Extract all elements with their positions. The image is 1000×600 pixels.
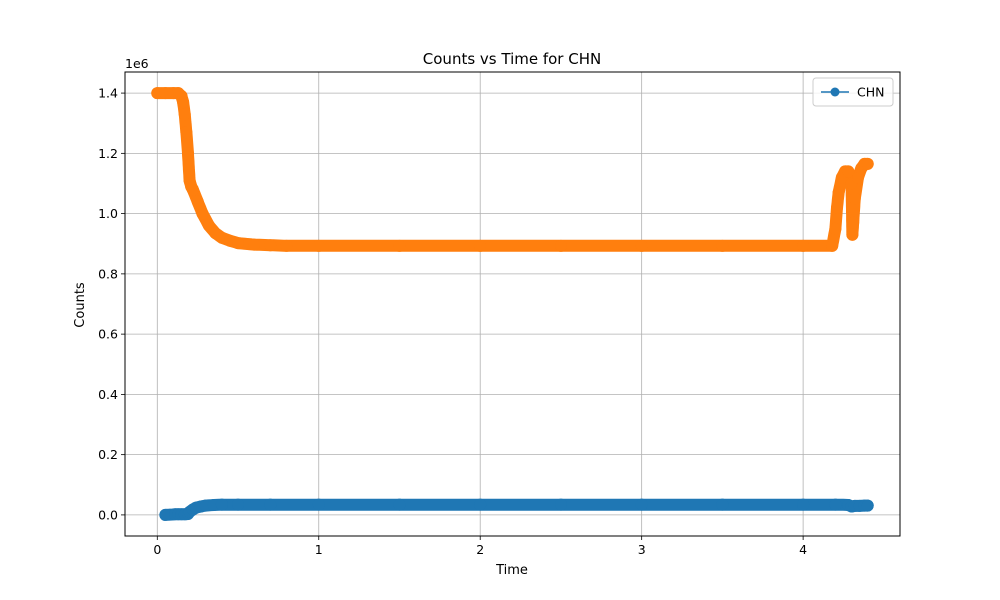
- data-point: [554, 239, 567, 252]
- data-point: [635, 239, 648, 252]
- y-tick-label: 1.4: [98, 86, 118, 101]
- data-point: [232, 498, 245, 511]
- data-point: [248, 238, 261, 251]
- data-point: [215, 498, 228, 511]
- x-axis-label: Time: [495, 563, 528, 578]
- data-point: [847, 216, 860, 229]
- y-tick-label: 1.0: [98, 206, 118, 221]
- data-point: [393, 498, 406, 511]
- y-axis-label: Counts: [73, 282, 88, 328]
- y-tick-label: 0.4: [98, 387, 118, 402]
- x-tick-label: 1: [315, 542, 323, 557]
- x-tick-label: 4: [799, 542, 807, 557]
- data-point: [264, 498, 277, 511]
- data-point: [829, 498, 842, 511]
- data-point: [232, 237, 245, 250]
- x-tick-label: 3: [638, 542, 646, 557]
- x-axis: 0 1 2 3 4: [153, 536, 807, 557]
- plot-frame: [124, 71, 901, 537]
- y-offset-label: 1e6: [125, 56, 149, 71]
- data-point: [159, 508, 172, 521]
- series-marker-band: [151, 87, 874, 252]
- series-0: [159, 498, 874, 521]
- x-tick-label: 2: [476, 542, 484, 557]
- data-point: [280, 239, 293, 252]
- data-point: [312, 239, 325, 252]
- data-point: [716, 239, 729, 252]
- data-point: [826, 239, 839, 252]
- data-point: [831, 201, 844, 214]
- data-point: [554, 498, 567, 511]
- data-point: [180, 126, 193, 139]
- y-tick-label: 0.6: [98, 327, 118, 342]
- y-tick-label: 1.2: [98, 146, 118, 161]
- data-point: [177, 96, 190, 109]
- legend-marker: [830, 87, 840, 97]
- data-point: [797, 239, 810, 252]
- x-tick-label: 0: [153, 542, 161, 557]
- data-point: [829, 222, 842, 235]
- data-point: [393, 239, 406, 252]
- data-point: [181, 147, 194, 160]
- data-point: [832, 186, 845, 199]
- series-marker-band: [159, 498, 874, 521]
- data-point: [186, 183, 199, 196]
- grid: [125, 72, 900, 536]
- data-point: [178, 108, 191, 121]
- y-tick-label: 0.8: [98, 266, 118, 281]
- data-point: [196, 207, 209, 220]
- y-axis: 0.0 0.2 0.4 0.6 0.8 1.0 1.2 1.4: [98, 86, 125, 522]
- series-1: [151, 87, 874, 252]
- data-point: [474, 498, 487, 511]
- y-tick-label: 0.0: [98, 507, 118, 522]
- y-tick-label: 0.2: [98, 447, 118, 462]
- data-point: [846, 228, 859, 241]
- data-point: [264, 239, 277, 252]
- data-point: [852, 171, 865, 184]
- plot-series: [151, 87, 874, 521]
- data-point: [474, 239, 487, 252]
- chart-title: Counts vs Time for CHN: [423, 50, 601, 68]
- data-point: [191, 195, 204, 208]
- data-point: [635, 498, 648, 511]
- data-point: [848, 192, 861, 205]
- data-point: [312, 498, 325, 511]
- data-point: [861, 157, 874, 170]
- data-point: [842, 165, 855, 178]
- data-point: [797, 498, 810, 511]
- legend: CHN: [812, 77, 894, 107]
- data-point: [716, 498, 729, 511]
- data-point: [861, 499, 874, 512]
- legend-box: [812, 77, 894, 107]
- legend-label: CHN: [857, 85, 884, 100]
